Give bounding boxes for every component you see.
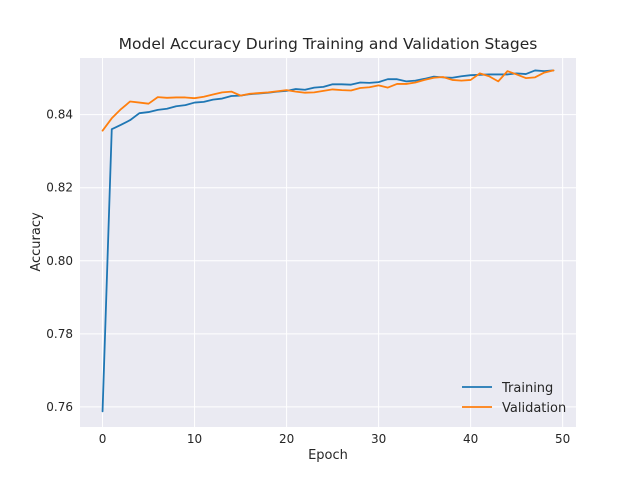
plot-area <box>80 58 576 427</box>
x-tick-label: 0 <box>99 432 107 446</box>
y-tick-label: 0.76 <box>46 400 73 414</box>
y-tick-label: 0.82 <box>46 181 73 195</box>
y-tick-label: 0.80 <box>46 254 73 268</box>
x-tick-label: 30 <box>371 432 386 446</box>
legend-label-training: Training <box>501 381 553 396</box>
x-tick-label: 40 <box>463 432 478 446</box>
chart-title: Model Accuracy During Training and Valid… <box>119 35 538 53</box>
x-tick-label: 50 <box>555 432 570 446</box>
x-tick-label: 10 <box>187 432 202 446</box>
series-line-validation <box>101 69 555 132</box>
x-axis-label: Epoch <box>308 448 348 463</box>
y-tick-label: 0.78 <box>46 327 73 341</box>
y-axis-label: Accuracy <box>29 212 44 272</box>
y-tick-label: 0.84 <box>46 108 73 122</box>
tick-labels: 0 10 20 30 40 50 0.76 0.78 0.80 0.82 0.84 <box>46 108 570 446</box>
x-tick-label: 20 <box>279 432 294 446</box>
series-layer <box>101 69 555 413</box>
legend-label-validation: Validation <box>502 401 566 416</box>
grid <box>80 58 576 427</box>
legend: Training Validation <box>462 381 566 416</box>
